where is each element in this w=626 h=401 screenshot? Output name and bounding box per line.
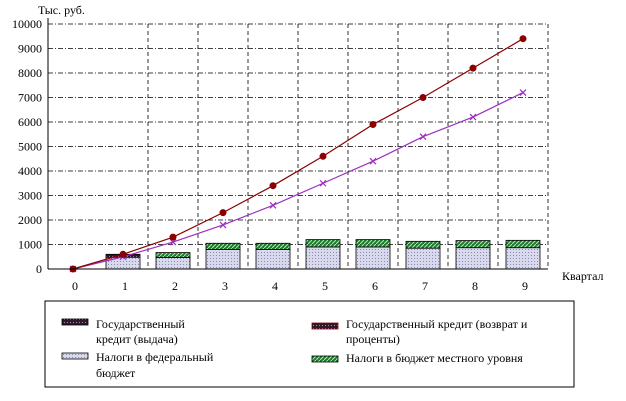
x-marker-stroke <box>169 238 177 246</box>
y-tick-label: 2000 <box>18 213 42 227</box>
bar-federal-tax <box>255 248 291 270</box>
x-tick-label: 6 <box>372 279 378 293</box>
legend-label-credit-issue-1: Государственный <box>96 317 185 331</box>
x-tick-label: 5 <box>322 279 328 293</box>
credit-return-point <box>269 182 277 190</box>
legend-label-federal-tax-2: бюджет <box>96 366 136 380</box>
purple-point <box>269 201 277 209</box>
credit-return-point <box>119 250 127 258</box>
credit-return-point <box>219 209 227 217</box>
bar-local-tax <box>305 239 341 248</box>
bar-federal-tax <box>505 247 541 270</box>
lines <box>69 35 527 273</box>
bar-local-tax <box>455 240 491 249</box>
legend-label-credit-return-1: Государственный кредит (возврат и <box>346 317 528 331</box>
x-marker-stroke <box>469 113 477 121</box>
bar-local-tax <box>505 239 541 249</box>
x-tick-label: 0 <box>72 279 78 293</box>
bar-federal-tax <box>205 248 241 270</box>
credit-return-point <box>419 94 427 101</box>
purple-point <box>519 89 527 97</box>
x-tick-label: 3 <box>222 279 228 293</box>
grid <box>48 23 549 269</box>
x-marker-stroke <box>219 221 227 229</box>
y-tick-label: 4000 <box>18 164 42 178</box>
line-credit-return <box>72 38 524 270</box>
y-tick-label: 8000 <box>18 66 42 80</box>
legend: Государственный кредит (выдача) Налоги в… <box>44 300 575 388</box>
bar-federal-tax <box>355 246 391 270</box>
y-tick-label: 10000 <box>12 17 42 31</box>
credit-return-point <box>519 35 527 43</box>
bars <box>105 239 541 270</box>
legend-swatch-federal-tax <box>61 352 89 360</box>
legend-label-credit-issue-2: кредит (выдача) <box>96 332 178 346</box>
bar-local-tax <box>205 242 241 250</box>
bar-federal-tax <box>305 246 341 270</box>
purple-point <box>219 221 227 229</box>
legend-swatch-credit-return <box>311 322 339 330</box>
bar-federal-tax <box>155 257 191 270</box>
y-axis-label: Тыс. руб. <box>38 3 85 17</box>
x-marker-stroke <box>269 201 277 209</box>
y-tick-label: 6000 <box>18 115 42 129</box>
purple-point <box>169 238 177 246</box>
purple-point <box>319 179 327 187</box>
x-marker-stroke <box>519 89 527 97</box>
credit-return-point <box>369 120 377 128</box>
x-tick-label: 2 <box>172 279 178 293</box>
x-marker-stroke <box>419 133 427 141</box>
y-tick-label: 0 <box>36 262 42 276</box>
x-marker-stroke <box>369 157 377 165</box>
bar-federal-tax <box>455 247 491 270</box>
legend-label-federal-tax-1: Налоги в федеральный <box>96 350 214 364</box>
x-tick-label: 1 <box>122 279 128 293</box>
bar-local-tax <box>255 242 291 250</box>
x-marker-stroke <box>319 179 327 187</box>
purple-point <box>469 113 477 121</box>
purple-point <box>419 133 427 141</box>
credit-return-point <box>469 64 477 72</box>
bar-federal-tax <box>405 247 441 270</box>
bar-local-tax <box>155 252 191 258</box>
x-tick-label: 7 <box>422 279 428 293</box>
x-tick-label: 8 <box>472 279 478 293</box>
line-purple <box>72 92 524 270</box>
legend-label-credit-return-2: проценты) <box>346 332 400 346</box>
purple-point <box>369 157 377 165</box>
x-tick-label: 4 <box>272 279 278 293</box>
credit-return-point <box>319 152 327 160</box>
y-tick-label: 1000 <box>18 238 42 252</box>
legend-box <box>44 300 575 388</box>
legend-label-local-tax: Налоги в бюджет местного уровня <box>346 351 523 365</box>
bar-local-tax <box>405 240 441 249</box>
legend-swatch-local-tax <box>311 355 339 363</box>
y-tick-label: 3000 <box>18 189 42 203</box>
x-tick-label: 9 <box>522 279 528 293</box>
y-tick-label: 9000 <box>18 42 42 56</box>
credit-return-point <box>169 233 177 241</box>
y-tick-label: 7000 <box>18 91 42 105</box>
bar-local-tax <box>355 239 391 248</box>
legend-swatch-credit-issue <box>61 318 89 326</box>
x-axis-label: Квартал <box>562 269 604 283</box>
axes: 0 1000 2000 3000 4000 5000 6000 7000 8000 9000 100… <box>12 17 548 293</box>
y-tick-label: 5000 <box>18 140 42 154</box>
bar-federal-tax <box>105 256 141 270</box>
